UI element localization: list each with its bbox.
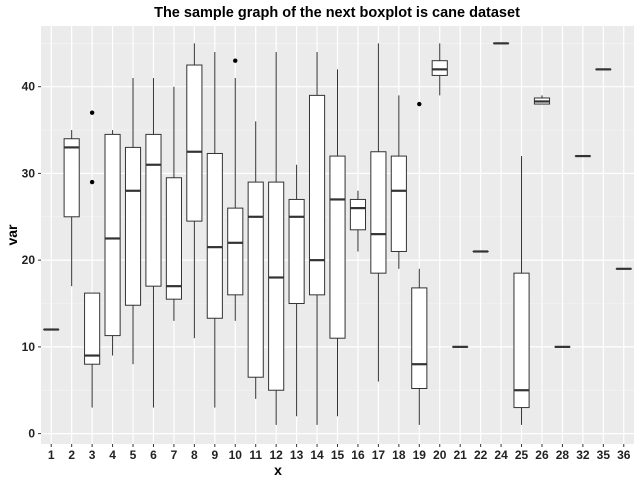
box-iqr <box>145 133 162 287</box>
box-iqr <box>268 181 285 391</box>
y-axis-title: var <box>4 224 20 246</box>
box-group <box>186 43 203 339</box>
x-tick-label: 28 <box>556 448 570 462</box>
box-group <box>411 101 428 425</box>
y-axis: 0 10 20 30 40 <box>22 80 41 441</box>
outlier-point <box>233 58 238 63</box>
x-tick-label: 20 <box>433 448 447 462</box>
x-tick-label: 6 <box>150 448 157 462</box>
y-tick-label: 0 <box>28 427 35 441</box>
box-iqr <box>431 60 448 76</box>
box-iqr <box>349 198 367 231</box>
box-group <box>227 58 244 321</box>
box-group <box>206 52 223 408</box>
y-tick-label: 40 <box>22 80 36 94</box>
box-iqr <box>124 146 142 306</box>
box-group <box>288 164 305 417</box>
x-tick-label: 36 <box>617 448 631 462</box>
chart-title: The sample graph of the next boxplot is … <box>154 5 520 21</box>
x-tick-label: 24 <box>494 448 508 462</box>
x-tick-label: 1 <box>48 448 55 462</box>
box-iqr <box>186 64 203 222</box>
box-group <box>63 130 80 287</box>
y-tick-label: 30 <box>22 166 36 180</box>
x-tick-label: 8 <box>191 448 198 462</box>
boxes <box>43 42 632 425</box>
x-tick-label: 15 <box>331 448 345 462</box>
x-tick-label: 4 <box>109 448 116 462</box>
box-group <box>145 78 162 408</box>
y-tick-label: 10 <box>22 340 36 354</box>
box-iqr <box>165 177 182 300</box>
box-group <box>329 69 346 417</box>
box-iqr <box>513 272 530 409</box>
box-group <box>370 43 387 382</box>
x-tick-label: 22 <box>474 448 488 462</box>
box-group <box>390 95 407 269</box>
box-group <box>247 121 264 399</box>
box-iqr <box>84 292 101 365</box>
box-group <box>533 95 551 105</box>
x-tick-label: 5 <box>130 448 137 462</box>
box-group <box>308 52 326 425</box>
x-tick-label: 35 <box>597 448 611 462</box>
box-group <box>124 78 142 365</box>
x-tick-label: 18 <box>392 448 406 462</box>
box-group <box>104 130 121 356</box>
x-tick-label: 21 <box>454 448 468 462</box>
box-iqr <box>206 152 223 319</box>
box-group <box>349 190 367 252</box>
x-tick-label: 14 <box>310 448 324 462</box>
outlier-point <box>89 179 95 185</box>
box-group <box>431 43 448 96</box>
box-iqr <box>247 181 264 378</box>
x-tick-label: 2 <box>68 448 75 462</box>
box-iqr <box>411 287 428 389</box>
box-iqr <box>329 155 346 339</box>
x-tick-label: 9 <box>211 448 218 462</box>
x-tick-label: 17 <box>372 448 386 462</box>
box-iqr <box>390 155 407 252</box>
box-group <box>268 52 285 425</box>
box-group <box>165 86 182 321</box>
box-group <box>84 110 101 408</box>
box-iqr <box>288 198 305 305</box>
box-iqr <box>104 133 121 337</box>
outlier-point <box>417 101 422 107</box>
x-tick-label: 32 <box>576 448 590 462</box>
box-group <box>513 156 530 425</box>
x-tick-label: 3 <box>89 448 96 462</box>
x-tick-label: 7 <box>171 448 178 462</box>
x-tick-label: 10 <box>229 448 243 462</box>
outlier-point <box>89 110 95 115</box>
x-tick-label: 11 <box>249 448 262 462</box>
x-tick-label: 12 <box>269 448 283 462</box>
x-axis-title: x <box>274 462 282 478</box>
x-tick-label: 16 <box>351 448 365 462</box>
x-tick-label: 13 <box>290 448 304 462</box>
x-tick-label: 26 <box>535 448 549 462</box>
box-iqr <box>370 151 387 274</box>
x-axis: 1 2 3 4 5 6 7 8 9 10 11 12 13 14 15 16 17 18 19 20 21 22 24 25 2… <box>48 444 631 462</box>
box-iqr <box>63 138 80 218</box>
x-tick-label: 19 <box>413 448 427 462</box>
box-iqr <box>308 94 326 296</box>
x-tick-label: 25 <box>515 448 529 462</box>
box-iqr <box>227 207 244 296</box>
y-tick-label: 20 <box>22 253 36 267</box>
